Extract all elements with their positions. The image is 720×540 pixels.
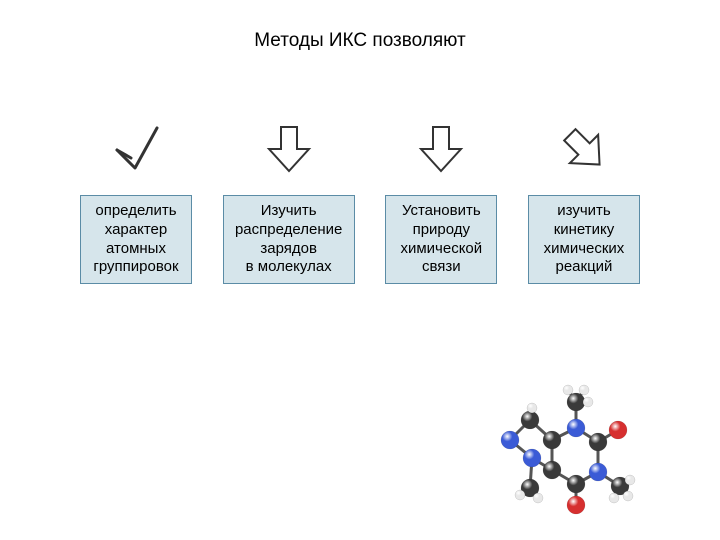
box-distribution: Изучить распределение зарядов в молекула… bbox=[223, 195, 355, 284]
boxes-row: определить характер атомных группировок … bbox=[80, 195, 640, 284]
arrow-down-2 bbox=[385, 120, 497, 178]
arrow-down-1 bbox=[223, 120, 355, 178]
box-bond-nature: Установить природу химической связи bbox=[385, 195, 497, 284]
arrow-check bbox=[80, 120, 192, 178]
box-characters: определить характер атомных группировок bbox=[80, 195, 192, 284]
molecule-model bbox=[480, 380, 640, 525]
arrows-row bbox=[80, 120, 640, 178]
page-title: Методы ИКС позволяют bbox=[0, 30, 720, 52]
arrow-diag bbox=[528, 120, 640, 178]
box-kinetics: изучить кинетику химических реакций bbox=[528, 195, 640, 284]
